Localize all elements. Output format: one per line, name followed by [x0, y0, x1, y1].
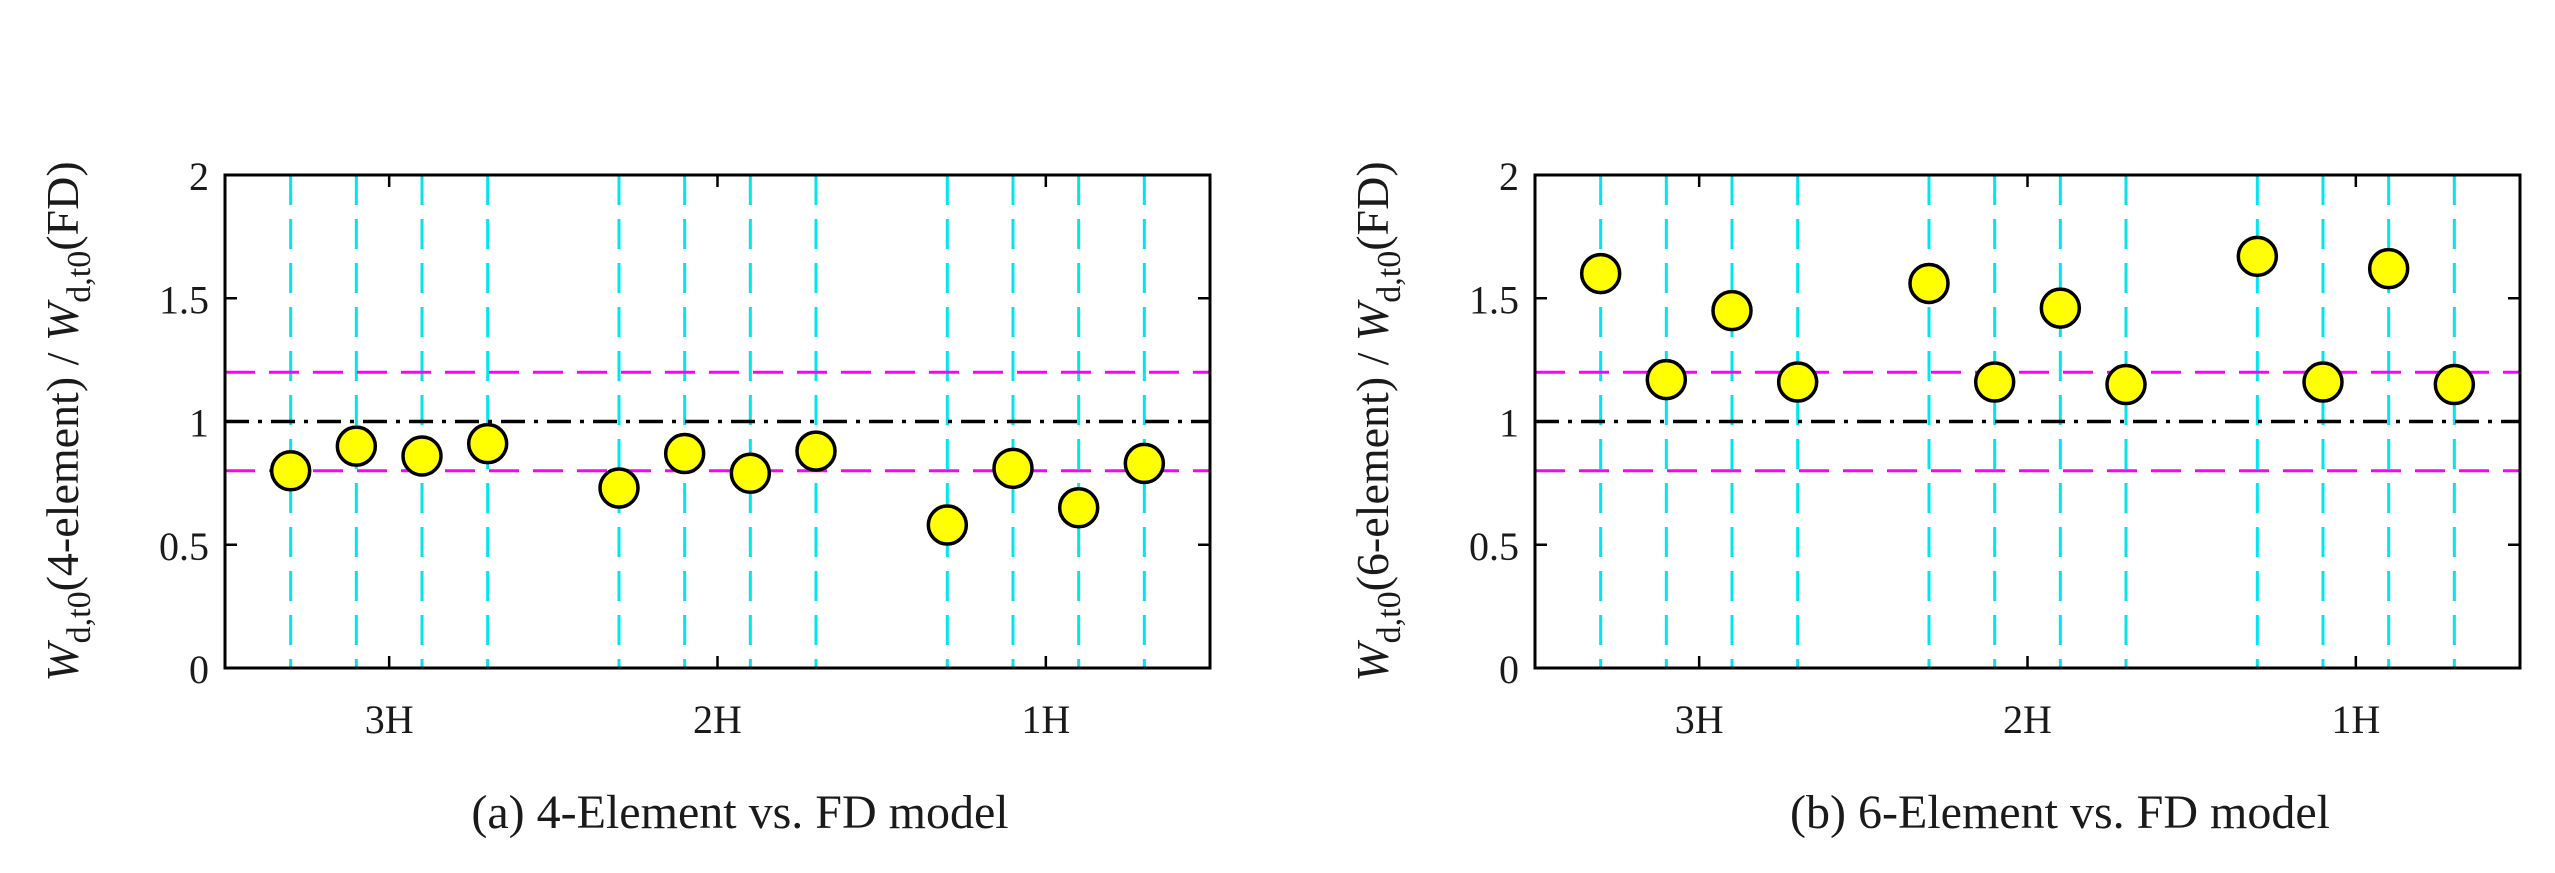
y-axis-label-part: W: [1347, 640, 1398, 682]
x-tick-label: 2H: [693, 697, 742, 742]
data-point: [2367, 247, 2410, 290]
data-point: [729, 452, 772, 495]
data-point: [2105, 363, 2147, 406]
panel-caption: (a) 4-Element vs. FD model: [471, 786, 1008, 839]
data-point: [2433, 363, 2476, 406]
data-point: [1711, 289, 1753, 332]
panel-caption: (b) 6-Element vs. FD model: [1790, 786, 2330, 839]
data-point: [1057, 487, 1100, 529]
y-tick-label: 1: [189, 401, 209, 446]
y-tick-label: 1.5: [1469, 277, 1519, 322]
data-point: [1123, 442, 1166, 485]
data-point: [1776, 361, 1819, 403]
data-point: [598, 467, 640, 509]
y-axis-label-part: W: [1347, 299, 1398, 341]
y-tick-label: 0: [1499, 647, 1519, 692]
data-point: [466, 422, 509, 465]
y-tick-label: 1.5: [159, 277, 209, 322]
data-point: [795, 430, 837, 472]
y-axis-label-part: (FD): [1347, 161, 1398, 250]
y-tick-label: 1: [1499, 401, 1519, 446]
data-point: [663, 432, 706, 475]
y-tick-label: 2: [1499, 154, 1519, 199]
data-point: [335, 425, 378, 467]
x-tick-label: 3H: [1675, 697, 1724, 742]
y-axis-label-part: (FD): [37, 161, 88, 250]
data-point: [2302, 361, 2344, 403]
data-point: [1645, 358, 1688, 401]
y-axis-label-part: (4-element) /: [37, 341, 88, 591]
y-axis-label: Wd,t0(4-element) / Wd,t0(FD): [37, 161, 98, 681]
y-axis-label: Wd,t0(6-element) / Wd,t0(FD): [1347, 161, 1408, 681]
data-point: [269, 450, 312, 492]
x-tick-label: 3H: [365, 697, 414, 742]
data-point: [2236, 235, 2279, 278]
data-point: [992, 447, 1034, 490]
y-tick-label: 2: [189, 154, 209, 199]
axes-frame: [223, 173, 1212, 670]
axes-frame: [1533, 173, 2522, 670]
data-point: [1908, 262, 1950, 305]
x-tick-label: 1H: [1021, 697, 1070, 742]
data-point: [926, 504, 969, 546]
y-tick-label: 0.5: [159, 524, 209, 569]
data-point: [1579, 252, 1622, 295]
x-tick-label: 2H: [2003, 697, 2052, 742]
x-tick-label: 1H: [2331, 697, 2380, 742]
y-axis-label-part: (6-element) /: [1347, 341, 1398, 591]
data-point: [1973, 361, 2016, 403]
y-axis-label-subscript: d,t0: [61, 251, 98, 303]
y-axis-label-subscript: d,t0: [61, 591, 98, 643]
y-tick-label: 0.5: [1469, 524, 1519, 569]
y-axis-label-part: W: [37, 640, 88, 682]
data-point: [401, 435, 443, 477]
y-axis-label-subscript: d,t0: [1371, 251, 1408, 303]
y-axis-label-part: W: [37, 299, 88, 341]
y-axis-label-subscript: d,t0: [1371, 591, 1408, 643]
data-point: [2039, 287, 2082, 329]
y-tick-label: 0: [189, 647, 209, 692]
